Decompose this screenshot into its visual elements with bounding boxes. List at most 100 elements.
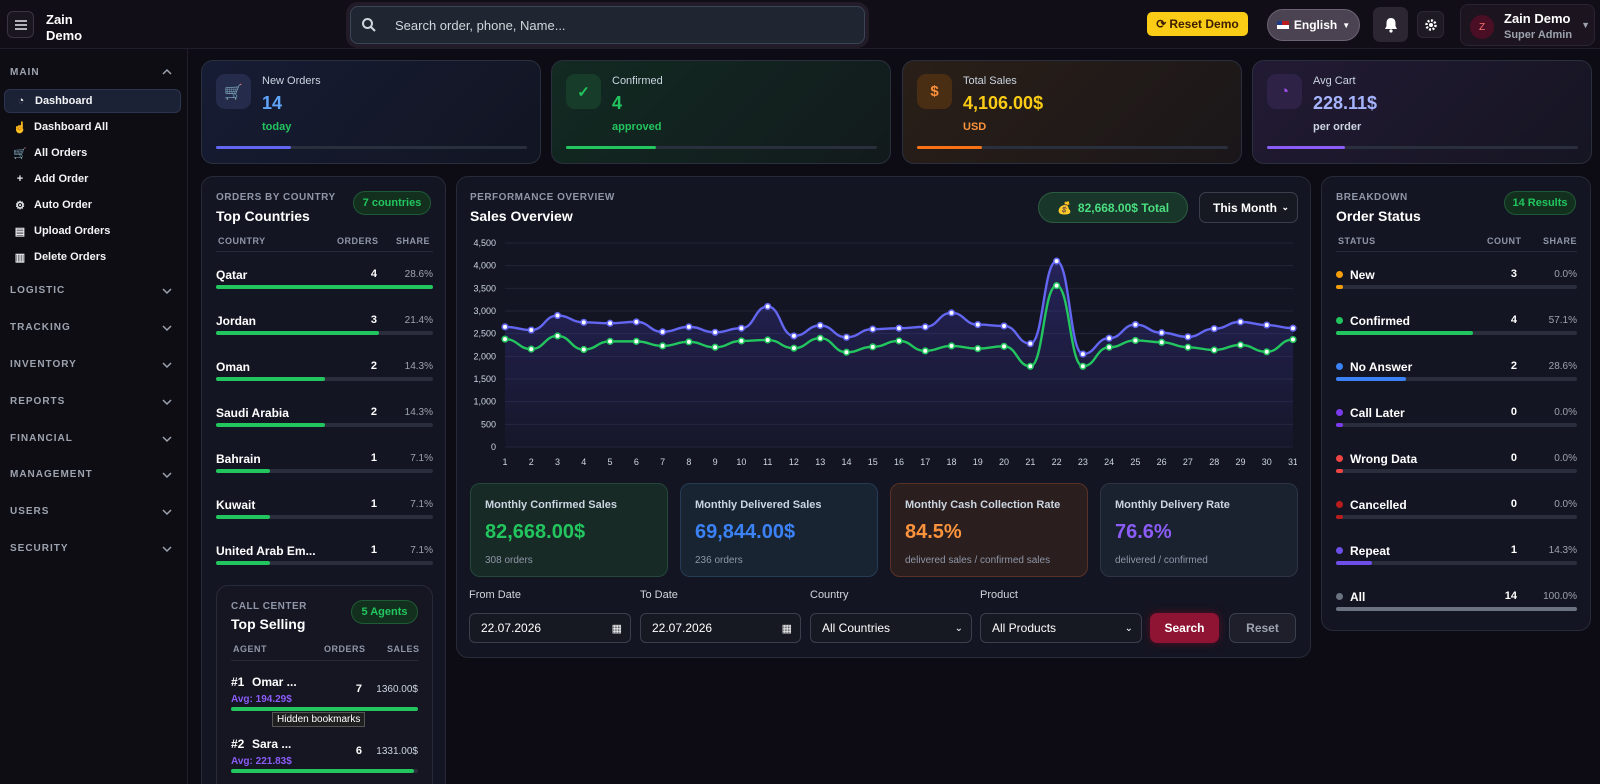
data-point[interactable] <box>659 342 667 350</box>
data-point[interactable] <box>1236 341 1245 349</box>
notifications-bell-icon[interactable] <box>1373 7 1408 42</box>
data-point[interactable] <box>1131 336 1140 345</box>
data-point[interactable] <box>1210 346 1218 354</box>
hamburger-menu-icon[interactable] <box>7 11 34 38</box>
data-point[interactable] <box>921 347 929 355</box>
data-point[interactable] <box>606 319 614 327</box>
data-point[interactable] <box>1131 320 1140 329</box>
reset-button[interactable]: Reset <box>1229 613 1296 643</box>
sidebar-item-auto-order[interactable]: ⚙ Auto Order <box>15 199 93 212</box>
data-point[interactable] <box>869 343 877 351</box>
data-point[interactable] <box>790 332 798 340</box>
data-point[interactable] <box>921 323 929 331</box>
calendar-icon[interactable]: ▦ <box>781 622 792 635</box>
sidebar-item-add-order[interactable]: + Add Order <box>4 167 181 191</box>
sidebar-section-users[interactable]: USERS <box>10 506 50 517</box>
data-point[interactable] <box>764 336 772 344</box>
country-select[interactable]: All Countries ⌄ <box>810 613 972 643</box>
search-button[interactable]: Search <box>1150 613 1219 643</box>
chevron-down-icon[interactable] <box>162 434 172 444</box>
data-point[interactable] <box>974 320 982 329</box>
data-point[interactable] <box>895 337 903 345</box>
data-point[interactable] <box>606 337 614 345</box>
data-point[interactable] <box>1263 321 1271 329</box>
data-point[interactable] <box>816 321 824 330</box>
from-date-input[interactable]: 22.07.2026 ▦ <box>469 613 631 643</box>
data-point[interactable] <box>1026 362 1034 370</box>
data-point[interactable] <box>1105 334 1113 342</box>
data-point[interactable] <box>737 337 746 345</box>
chevron-down-icon[interactable] <box>162 397 172 407</box>
data-point[interactable] <box>1263 348 1271 356</box>
chevron-down-icon[interactable] <box>162 544 172 554</box>
data-point[interactable] <box>1158 338 1166 346</box>
data-point[interactable] <box>737 324 746 332</box>
period-select[interactable]: This Month ⌄ <box>1199 192 1298 223</box>
data-point[interactable] <box>947 309 956 317</box>
data-point[interactable] <box>816 334 824 342</box>
sidebar-item-upload-orders[interactable]: ▤ Upload Orders <box>14 225 111 238</box>
data-point[interactable] <box>527 326 535 334</box>
data-point[interactable] <box>1158 329 1166 337</box>
chevron-down-icon[interactable] <box>162 286 172 296</box>
data-point[interactable] <box>1210 325 1218 333</box>
data-point[interactable] <box>685 323 693 331</box>
data-point[interactable] <box>1000 322 1008 330</box>
data-point[interactable] <box>1105 343 1113 351</box>
language-selector[interactable]: English ▼ <box>1267 9 1360 41</box>
data-point[interactable] <box>1052 282 1061 290</box>
data-point[interactable] <box>1079 362 1087 370</box>
sidebar-section-security[interactable]: SECURITY <box>10 543 69 554</box>
data-point[interactable] <box>580 318 588 326</box>
sidebar-item-delete-orders[interactable]: ▥ Delete Orders <box>14 251 107 264</box>
app-logo[interactable]: Zain Demo <box>42 8 84 46</box>
data-point[interactable] <box>947 342 956 350</box>
chevron-up-icon[interactable] <box>162 67 172 77</box>
data-point[interactable] <box>842 348 851 356</box>
chevron-down-icon[interactable] <box>162 470 172 480</box>
data-point[interactable] <box>869 325 877 333</box>
data-point[interactable] <box>711 343 719 351</box>
sidebar-item-dashboard-all[interactable]: ☝ Dashboard All <box>13 121 109 134</box>
chevron-down-icon[interactable] <box>162 360 172 370</box>
data-point[interactable] <box>1184 343 1192 351</box>
sidebar-section-reports[interactable]: REPORTS <box>10 396 66 407</box>
data-point[interactable] <box>1052 257 1061 265</box>
data-point[interactable] <box>1079 350 1087 358</box>
data-point[interactable] <box>974 345 982 353</box>
data-point[interactable] <box>632 318 640 326</box>
data-point[interactable] <box>1184 333 1192 341</box>
data-point[interactable] <box>764 302 772 311</box>
data-point[interactable] <box>659 328 667 336</box>
sidebar-section-main[interactable]: MAIN <box>10 67 40 78</box>
data-point[interactable] <box>790 344 798 352</box>
sidebar-section-logistic[interactable]: LOGISTIC <box>10 285 66 296</box>
data-point[interactable] <box>1000 342 1008 350</box>
data-point[interactable] <box>580 345 588 354</box>
chevron-down-icon[interactable] <box>162 507 172 517</box>
calendar-icon[interactable]: ▦ <box>611 622 622 635</box>
data-point[interactable] <box>685 338 693 346</box>
search-input[interactable] <box>395 7 835 43</box>
data-point[interactable] <box>553 332 562 340</box>
user-menu[interactable]: Z Zain Demo Super Admin ▼ <box>1460 4 1595 46</box>
sidebar-item-dashboard[interactable]: ◔ Dashboard <box>4 89 181 113</box>
data-point[interactable] <box>1236 318 1245 326</box>
sidebar-section-financial[interactable]: FINANCIAL <box>10 433 73 444</box>
sidebar-section-tracking[interactable]: TRACKING <box>10 322 71 333</box>
data-point[interactable] <box>501 323 509 331</box>
data-point[interactable] <box>1289 324 1297 332</box>
data-point[interactable] <box>1026 340 1034 348</box>
data-point[interactable] <box>711 328 719 336</box>
data-point[interactable] <box>527 345 535 353</box>
settings-gear-icon[interactable] <box>1417 11 1444 38</box>
sidebar-section-inventory[interactable]: INVENTORY <box>10 359 77 370</box>
chevron-down-icon[interactable] <box>162 323 172 333</box>
data-point[interactable] <box>1289 335 1297 344</box>
data-point[interactable] <box>553 311 562 320</box>
data-point[interactable] <box>842 333 851 341</box>
product-select[interactable]: All Products ⌄ <box>980 613 1142 643</box>
to-date-input[interactable]: 22.07.2026 ▦ <box>640 613 801 643</box>
agent-name[interactable]: Omar ... <box>252 675 297 689</box>
agent-name[interactable]: Sara ... <box>252 737 292 751</box>
